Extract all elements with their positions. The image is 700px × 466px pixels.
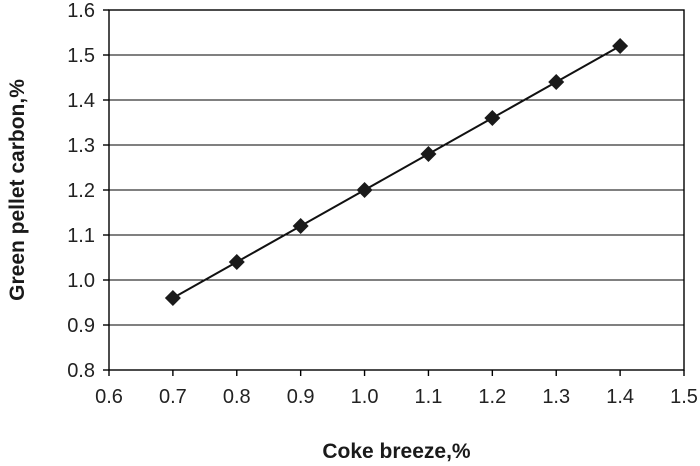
y-axis-tick-labels: 0.8 0.9 1.0 1.1 1.2 1.3 1.4 1.5 1.6 bbox=[67, 0, 95, 382]
data-point-marker bbox=[420, 146, 437, 162]
y-tick-label: 1.6 bbox=[67, 0, 95, 22]
data-point-marker bbox=[356, 182, 373, 198]
series-line bbox=[172, 45, 621, 299]
data-point-marker bbox=[612, 38, 629, 54]
data-point-marker bbox=[548, 74, 565, 90]
x-tick-label: 0.7 bbox=[159, 386, 187, 408]
y-tick-label: 1.5 bbox=[67, 45, 95, 67]
data-markers bbox=[164, 38, 629, 306]
y-tick-label: 1.3 bbox=[67, 135, 95, 157]
axis-ticks bbox=[103, 9, 685, 376]
x-tick-label: 1.1 bbox=[415, 386, 443, 408]
x-tick-label: 1.0 bbox=[351, 386, 379, 408]
data-point-marker bbox=[228, 254, 245, 270]
y-tick-label: 1.4 bbox=[67, 90, 95, 112]
x-tick-label: 1.4 bbox=[606, 386, 634, 408]
data-point-marker bbox=[164, 290, 181, 306]
x-tick-label: 0.9 bbox=[287, 386, 315, 408]
x-axis-tick-labels: 0.6 0.7 0.8 0.9 1.0 1.1 1.2 1.3 1.4 1.5 bbox=[95, 386, 698, 408]
y-tick-label: 0.9 bbox=[67, 315, 95, 337]
y-tick-label: 1.2 bbox=[67, 180, 95, 202]
x-tick-label: 0.8 bbox=[223, 386, 251, 408]
x-tick-label: 1.2 bbox=[478, 386, 506, 408]
data-point-marker bbox=[484, 110, 501, 126]
x-tick-label: 1.3 bbox=[542, 386, 570, 408]
data-point-marker bbox=[292, 218, 309, 234]
x-tick-label: 0.6 bbox=[95, 386, 123, 408]
y-tick-label: 0.8 bbox=[67, 360, 95, 382]
y-tick-label: 1.0 bbox=[67, 270, 95, 292]
y-axis-title: Green pellet carbon,% bbox=[6, 79, 29, 301]
x-axis-title: Coke breeze,% bbox=[322, 440, 471, 463]
y-tick-label: 1.1 bbox=[67, 225, 95, 247]
x-tick-label: 1.5 bbox=[670, 386, 698, 408]
